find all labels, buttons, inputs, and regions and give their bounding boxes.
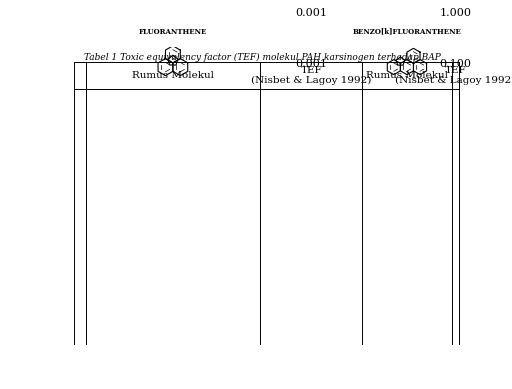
Text: 0.001: 0.001 <box>295 58 327 68</box>
Text: TEF
(Nisbet & Lagoy 1992): TEF (Nisbet & Lagoy 1992) <box>395 66 512 85</box>
Text: 1.000: 1.000 <box>439 7 472 18</box>
Text: Rumus Molekul: Rumus Molekul <box>366 71 448 80</box>
Text: Tabel 1 Toxic equivalency factor (TEF) molekul PAH karsinogen terhadap BAP: Tabel 1 Toxic equivalency factor (TEF) m… <box>84 53 441 62</box>
Text: FLUORANTHENE: FLUORANTHENE <box>139 28 207 36</box>
Text: BENZO[k]FLUORANTHENE: BENZO[k]FLUORANTHENE <box>352 28 461 36</box>
Text: Rumus Molekul: Rumus Molekul <box>132 71 214 80</box>
Text: 0.100: 0.100 <box>439 58 472 68</box>
Polygon shape <box>168 56 178 65</box>
Text: TEF
(Nisbet & Lagoy 1992): TEF (Nisbet & Lagoy 1992) <box>251 66 371 85</box>
Text: 0.001: 0.001 <box>295 7 327 18</box>
Polygon shape <box>396 57 404 65</box>
